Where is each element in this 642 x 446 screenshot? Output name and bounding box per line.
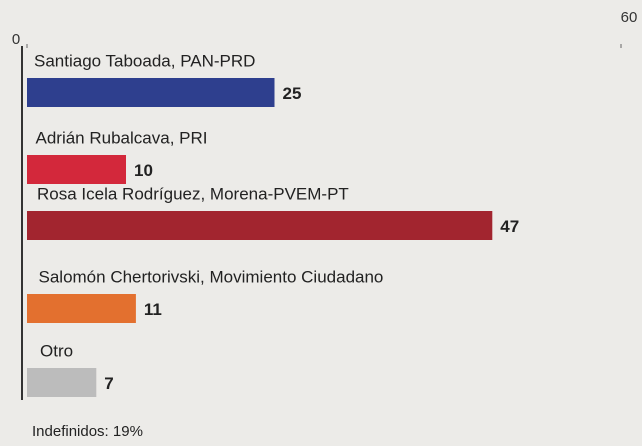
value-label: 47 bbox=[500, 217, 519, 236]
value-label: 25 bbox=[283, 84, 302, 103]
bar bbox=[27, 368, 97, 397]
annotation: Indefinidos: 19% bbox=[32, 423, 143, 440]
x-tick-label: 0 bbox=[12, 31, 20, 48]
category-label: Salomón Chertorivski, Movimiento Ciudada… bbox=[39, 267, 384, 286]
bar bbox=[27, 294, 136, 323]
bar bbox=[27, 211, 493, 240]
x-tick-label: 60 bbox=[621, 9, 638, 26]
category-label: Adrián Rubalcava, PRI bbox=[36, 128, 208, 147]
bar bbox=[27, 78, 275, 107]
value-label: 7 bbox=[104, 374, 113, 393]
category-label: Otro bbox=[40, 341, 73, 360]
bar bbox=[27, 155, 126, 184]
category-label: Rosa Icela Rodríguez, Morena-PVEM-PT bbox=[37, 184, 349, 203]
value-label: 10 bbox=[134, 161, 153, 180]
category-label: Santiago Taboada, PAN-PRD bbox=[34, 51, 255, 70]
value-label: 11 bbox=[144, 300, 162, 319]
